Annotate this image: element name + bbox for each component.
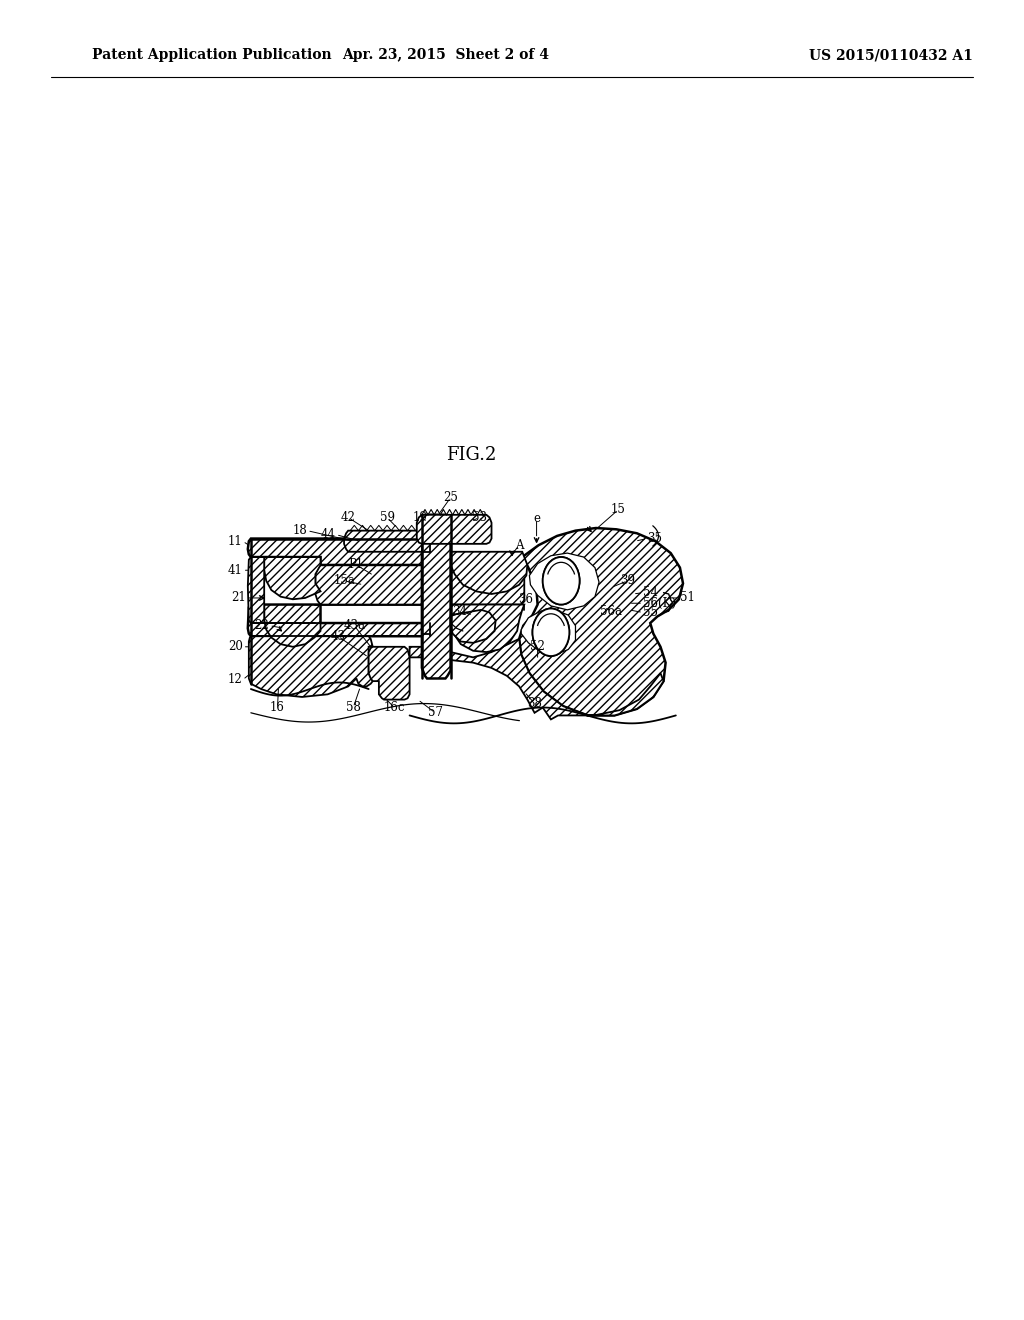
Text: US 2015/0110432 A1: US 2015/0110432 A1 <box>809 49 973 62</box>
Polygon shape <box>519 528 683 715</box>
Text: 15a: 15a <box>333 574 355 587</box>
Text: 12: 12 <box>228 673 243 686</box>
Text: 36: 36 <box>518 593 532 606</box>
Circle shape <box>543 557 580 605</box>
Polygon shape <box>248 605 434 636</box>
Circle shape <box>532 609 569 656</box>
Polygon shape <box>248 539 434 565</box>
Polygon shape <box>529 553 599 610</box>
Polygon shape <box>410 639 664 719</box>
Text: 54: 54 <box>643 586 658 599</box>
Polygon shape <box>315 565 524 605</box>
Text: 59: 59 <box>380 511 394 524</box>
Text: 16c: 16c <box>384 701 404 714</box>
Text: 18: 18 <box>293 524 307 537</box>
Text: A: A <box>515 539 523 552</box>
Text: 15: 15 <box>611 503 626 516</box>
Text: 41: 41 <box>227 564 243 577</box>
Text: 43: 43 <box>331 630 345 643</box>
Text: 43a: 43a <box>343 619 366 632</box>
Text: 52: 52 <box>530 640 545 653</box>
Text: 22: 22 <box>255 619 269 632</box>
Text: Patent Application Publication: Patent Application Publication <box>92 49 332 62</box>
Text: e: e <box>534 512 540 525</box>
Text: 11: 11 <box>228 535 243 548</box>
Text: 58: 58 <box>346 701 360 714</box>
Text: FIG.2: FIG.2 <box>445 446 497 465</box>
Text: 38: 38 <box>527 697 542 710</box>
Text: 56(K): 56(K) <box>643 597 676 610</box>
Text: 35: 35 <box>647 532 663 545</box>
Polygon shape <box>427 552 527 594</box>
Polygon shape <box>451 610 496 643</box>
Text: 39: 39 <box>621 574 635 587</box>
Polygon shape <box>369 647 410 700</box>
Text: 21: 21 <box>231 591 246 605</box>
Text: 34: 34 <box>453 605 467 618</box>
Text: 16: 16 <box>270 701 285 714</box>
Text: 53: 53 <box>472 511 486 524</box>
Text: 57: 57 <box>428 706 442 719</box>
Polygon shape <box>344 531 422 552</box>
Text: 44: 44 <box>321 528 336 541</box>
Text: 56a: 56a <box>600 605 623 618</box>
Text: 19: 19 <box>413 511 427 524</box>
Polygon shape <box>264 557 321 599</box>
Text: 20: 20 <box>227 640 243 653</box>
Polygon shape <box>521 610 575 655</box>
Polygon shape <box>248 557 264 623</box>
Polygon shape <box>422 515 451 678</box>
Polygon shape <box>417 515 492 544</box>
Text: Apr. 23, 2015  Sheet 2 of 4: Apr. 23, 2015 Sheet 2 of 4 <box>342 49 549 62</box>
Polygon shape <box>249 636 373 697</box>
Polygon shape <box>264 605 321 647</box>
Polygon shape <box>427 605 524 652</box>
Circle shape <box>532 609 569 656</box>
Text: 25: 25 <box>443 491 458 504</box>
Text: 55: 55 <box>643 606 658 619</box>
Text: 51: 51 <box>680 591 695 605</box>
Text: 42: 42 <box>341 511 355 524</box>
Circle shape <box>543 557 580 605</box>
Text: P1: P1 <box>349 558 364 572</box>
